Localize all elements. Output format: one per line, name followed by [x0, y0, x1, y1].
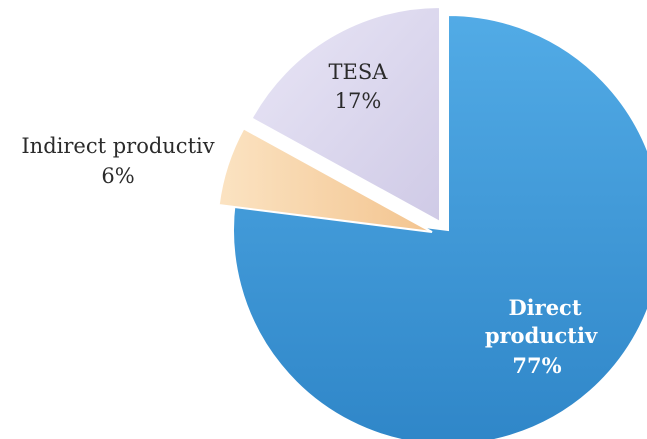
label-tesa-value: 17% [335, 89, 382, 113]
pie-slices [217, 5, 647, 439]
label-direct-line2: productiv [485, 323, 598, 348]
label-indirect-name: Indirect productiv [21, 134, 214, 158]
label-direct-value: 77% [512, 353, 561, 378]
slice-direct-productiv [232, 13, 647, 439]
label-tesa-name: TESA [329, 60, 389, 84]
slice-labels: Direct productiv 77% Indirect productiv … [21, 60, 598, 378]
label-indirect-value: 6% [101, 164, 134, 188]
label-direct-line1: Direct [508, 295, 581, 320]
slice-indirect-productiv [217, 127, 433, 233]
slice-tesa [250, 5, 441, 224]
